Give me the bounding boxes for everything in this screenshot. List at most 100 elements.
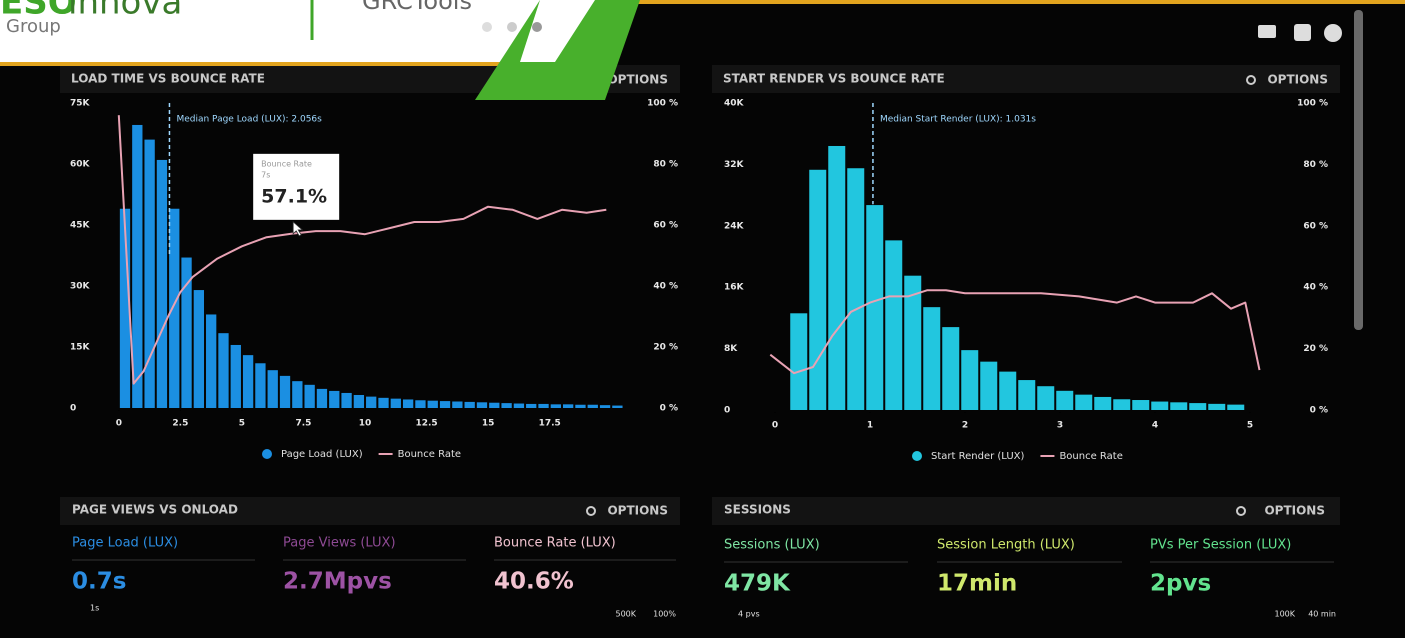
y-tick-label: 0 (70, 404, 76, 414)
bar (600, 405, 610, 408)
y-tick-label: 32K (724, 160, 745, 170)
bar (809, 170, 826, 410)
bar (866, 205, 883, 410)
bar (942, 327, 959, 410)
bar (440, 401, 450, 408)
metric-label: Session Length (LUX) (937, 538, 1075, 553)
bar (157, 160, 167, 408)
legend-label: Bounce Rate (1059, 451, 1122, 462)
y2-tick-label: 0 % (660, 404, 678, 414)
x-tick-label: 12.5 (415, 419, 437, 429)
bar (206, 314, 216, 408)
bar (885, 240, 902, 410)
logo-group: Group (6, 16, 61, 37)
bar (1094, 397, 1111, 410)
metric-note: 1s (90, 604, 99, 613)
bar (317, 389, 327, 408)
bar (612, 406, 622, 408)
bar (526, 404, 536, 408)
legend-label: Bounce Rate (398, 449, 461, 460)
chart-title: LOAD TIME VS BOUNCE RATE (71, 72, 265, 86)
options-button[interactable]: OPTIONS (1264, 504, 1325, 518)
y-tick-label: 30K (70, 282, 91, 292)
y2-tick-label: 0 % (1310, 406, 1328, 416)
metric-note: 500K (615, 610, 636, 619)
bar (828, 146, 845, 410)
bar (999, 372, 1016, 410)
bar (391, 399, 401, 408)
bar (563, 404, 573, 408)
metric-value: 40.6% (494, 569, 574, 595)
y-tick-label: 75K (70, 99, 91, 109)
y-tick-label: 0 (724, 406, 730, 416)
y-tick-label: 24K (724, 221, 745, 231)
x-tick-label: 15 (482, 419, 495, 429)
share-icon[interactable] (1294, 24, 1311, 41)
bar (1170, 402, 1187, 410)
x-tick-label: 5 (1247, 421, 1253, 431)
options-button[interactable]: OPTIONS (607, 73, 668, 87)
bar (465, 402, 475, 408)
dot (482, 22, 492, 32)
bar (231, 345, 241, 408)
metric-note: 100K (1274, 610, 1295, 619)
bar (790, 313, 807, 410)
metric-label: Page Load (LUX) (72, 536, 178, 551)
bar (304, 385, 314, 408)
panel-title: SESSIONS (724, 503, 791, 517)
y2-tick-label: 40 % (1303, 283, 1328, 293)
bar (980, 362, 997, 410)
dot (507, 22, 517, 32)
x-tick-label: 0 (116, 419, 122, 429)
bar (551, 404, 561, 408)
metric-value: 2.7Mpvs (283, 569, 392, 595)
bar (1037, 386, 1054, 410)
bar (255, 363, 265, 408)
bar (268, 370, 278, 408)
tooltip-value: 57.1% (261, 185, 327, 207)
options-button[interactable]: OPTIONS (1267, 73, 1328, 87)
bar (477, 402, 487, 408)
screen: PAGE VIEWS VS ONLOAD OPTIONS SESSIONS OP… (0, 0, 1405, 638)
y-tick-label: 16K (724, 283, 745, 293)
bar (961, 350, 978, 410)
y-tick-label: 40K (724, 99, 745, 109)
metric-label: Bounce Rate (LUX) (494, 536, 616, 551)
y2-tick-label: 100 % (1297, 99, 1328, 109)
options-button[interactable]: OPTIONS (607, 504, 668, 518)
bar (1113, 399, 1130, 410)
chart-title: START RENDER VS BOUNCE RATE (723, 72, 945, 86)
bar (538, 404, 548, 408)
y2-tick-label: 40 % (653, 282, 678, 292)
metric-note: 40 min (1308, 610, 1336, 619)
x-tick-label: 2.5 (172, 419, 188, 429)
bar (923, 307, 940, 410)
y-tick-label: 15K (70, 343, 91, 353)
x-tick-label: 5 (239, 419, 245, 429)
bar (354, 395, 364, 408)
dot (532, 22, 542, 32)
bar (280, 376, 290, 408)
bar (243, 355, 253, 408)
monitor-icon[interactable] (1258, 25, 1276, 38)
metric-value: 0.7s (72, 569, 126, 595)
bar (378, 398, 388, 408)
scrollbar[interactable] (1354, 10, 1363, 330)
bar (575, 405, 585, 408)
bar (194, 290, 204, 408)
y2-tick-label: 80 % (1303, 160, 1328, 170)
legend-swatch (262, 449, 272, 459)
bar (1056, 391, 1073, 410)
x-tick-label: 1 (867, 421, 873, 431)
logo-brand: innova (68, 0, 182, 23)
y2-tick-label: 80 % (653, 160, 678, 170)
x-tick-label: 0 (772, 421, 778, 431)
help-icon[interactable] (1324, 24, 1342, 42)
metric-value: 479K (724, 571, 791, 597)
y2-tick-label: 60 % (1303, 221, 1328, 231)
y-tick-label: 60K (70, 160, 91, 170)
legend-label: Page Load (LUX) (281, 449, 363, 460)
y2-tick-label: 20 % (1303, 344, 1328, 354)
metric-note: 100% (653, 610, 676, 619)
logo-product: GRCTools (362, 0, 472, 15)
